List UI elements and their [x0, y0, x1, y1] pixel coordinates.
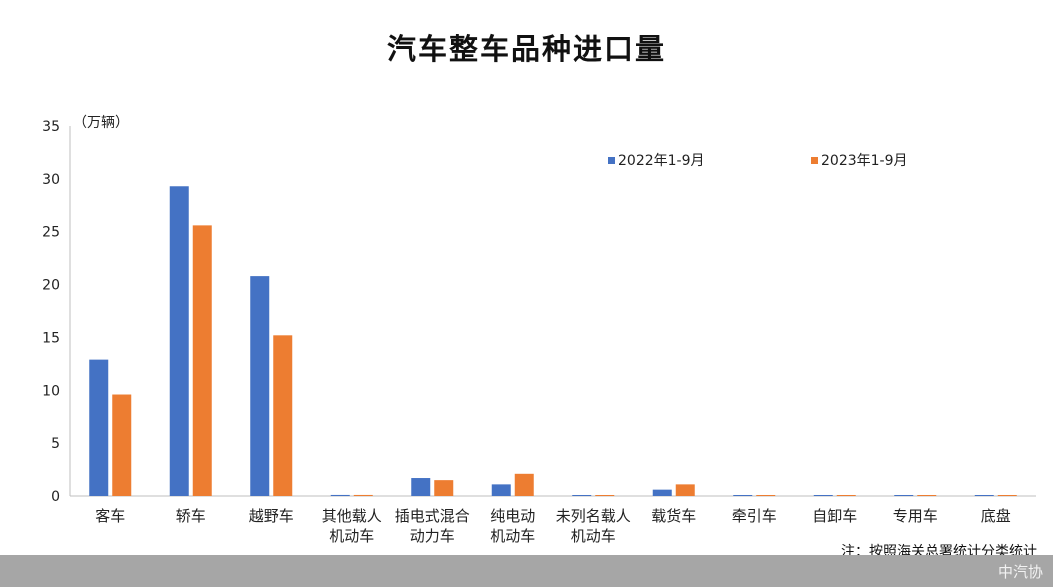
x-tick-label: 机动车: [490, 527, 535, 545]
legend-swatch: [608, 157, 615, 164]
x-tick-label: 动力车: [410, 527, 455, 545]
bar-2023-1: [192, 225, 212, 496]
x-tick-label: 载货车: [651, 507, 696, 525]
y-tick-label: 5: [51, 436, 60, 452]
x-tick-label: 专用车: [893, 507, 938, 525]
y-axis-unit-label: （万辆）: [73, 115, 129, 131]
y-tick-label: 30: [42, 172, 60, 188]
bar-2023-4: [434, 480, 454, 496]
x-tick-label: 其他载人: [322, 507, 382, 525]
y-tick-label: 20: [42, 278, 60, 294]
legend: 2022年1-9月 2023年1-9月: [608, 153, 908, 169]
bar-2022-1: [169, 186, 189, 496]
legend-swatch: [811, 157, 818, 164]
x-tick-label: 牵引车: [732, 507, 777, 525]
x-tick-label: 越野车: [249, 507, 294, 525]
axes: [69, 126, 1036, 497]
x-tick-label: 未列名载人: [556, 507, 631, 525]
bar-2022-11: [974, 495, 994, 496]
x-tick-label: 机动车: [329, 527, 374, 545]
bars: [89, 186, 1017, 496]
bar-2023-3: [353, 494, 373, 496]
bar-2022-10: [894, 495, 914, 496]
y-tick-label: 35: [42, 119, 60, 135]
bar-2023-7: [675, 484, 695, 496]
x-tick-label: 自卸车: [812, 507, 857, 525]
bar-2023-2: [273, 335, 293, 496]
bar-2023-10: [917, 495, 937, 496]
bar-2022-2: [250, 276, 270, 496]
footer-source-label: 中汽协: [997, 563, 1043, 581]
bar-2022-4: [411, 478, 431, 496]
x-tick-label: 客车: [95, 507, 125, 525]
x-tick-label: 机动车: [571, 527, 616, 545]
x-tick-label: 纯电动: [490, 507, 535, 525]
x-tick-label: 底盘: [981, 507, 1011, 525]
bar-2023-9: [836, 495, 856, 496]
bar-2022-0: [89, 359, 109, 496]
y-tick-label: 15: [42, 330, 60, 346]
bar-2022-9: [813, 495, 833, 496]
bar-2023-11: [997, 495, 1017, 496]
bar-2023-5: [514, 473, 534, 496]
y-tick-label: 0: [51, 489, 60, 505]
bar-2022-6: [572, 495, 592, 496]
chart-title: 汽车整车品种进口量: [386, 32, 666, 66]
bar-2022-7: [652, 489, 672, 496]
y-tick-label: 25: [42, 225, 60, 241]
x-tick-label: 插电式混合: [395, 507, 470, 525]
legend-label: 2023年1-9月: [821, 153, 908, 169]
bar-2023-0: [112, 394, 132, 496]
bar-2022-3: [330, 494, 350, 496]
bar-2023-8: [756, 495, 776, 496]
y-tick-label: 10: [42, 383, 60, 399]
x-tick-label: 轿车: [176, 507, 206, 525]
footer-bar: 中汽协: [0, 555, 1053, 587]
legend-label: 2022年1-9月: [618, 153, 705, 169]
bar-2022-5: [491, 484, 511, 496]
bar-2023-6: [595, 495, 615, 496]
bar-2022-8: [733, 495, 753, 496]
